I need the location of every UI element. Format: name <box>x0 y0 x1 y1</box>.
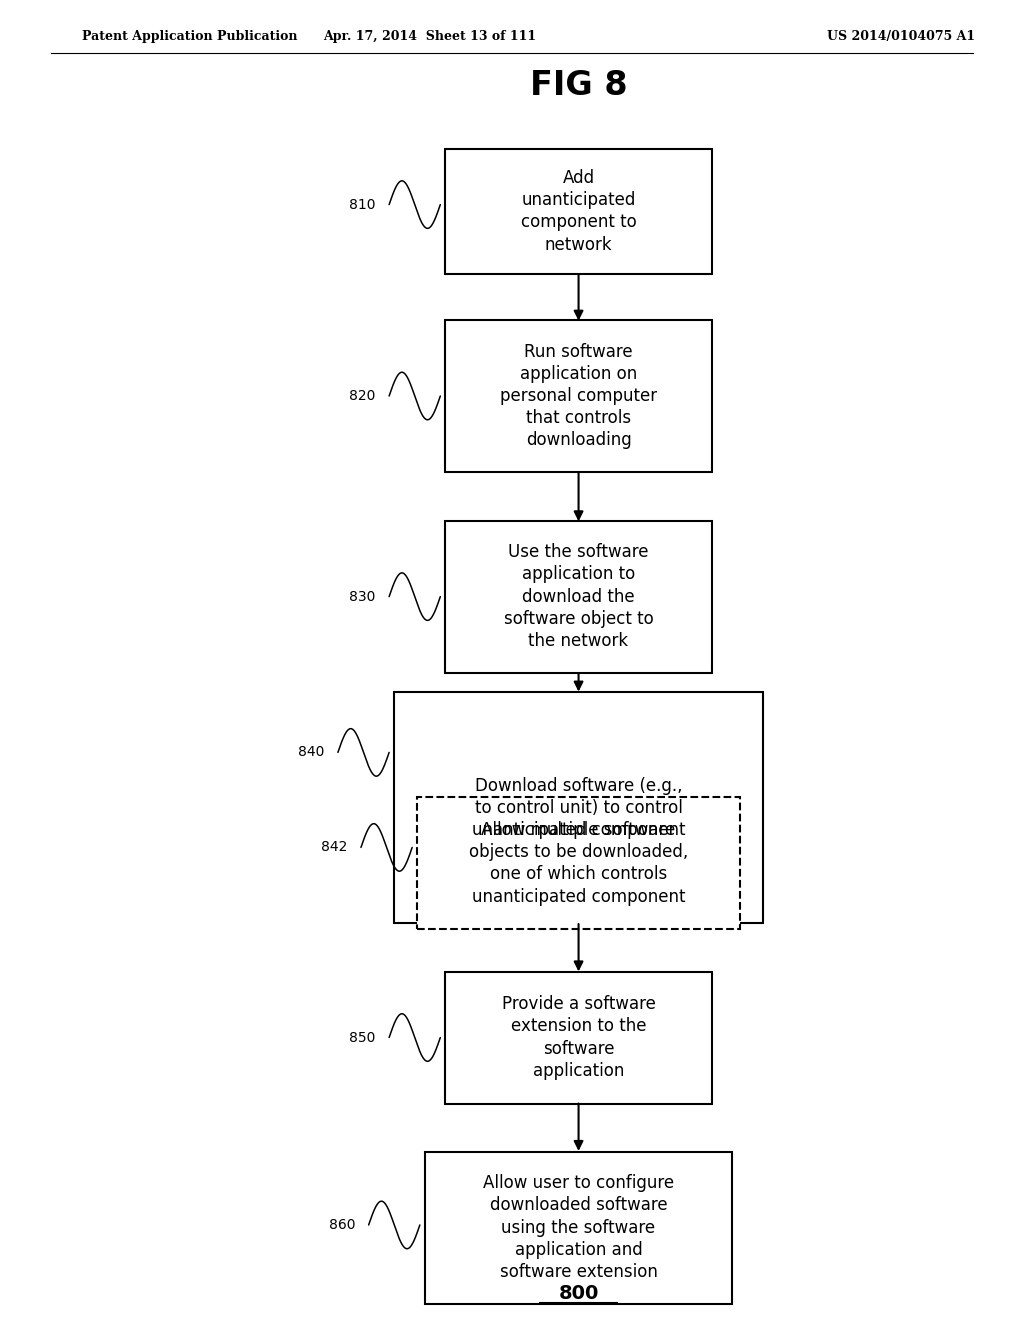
Text: Provide a software
extension to the
software
application: Provide a software extension to the soft… <box>502 995 655 1080</box>
Text: Apr. 17, 2014  Sheet 13 of 111: Apr. 17, 2014 Sheet 13 of 111 <box>324 30 537 44</box>
Text: Run software
application on
personal computer
that controls
downloading: Run software application on personal com… <box>500 343 657 449</box>
FancyBboxPatch shape <box>418 797 739 929</box>
FancyBboxPatch shape <box>445 972 712 1104</box>
Text: Download software (e.g.,
to control unit) to control
unanticipated component: Download software (e.g., to control unit… <box>472 776 685 840</box>
FancyBboxPatch shape <box>445 520 712 672</box>
Text: Allow multiple software
objects to be downloaded,
one of which controls
unantici: Allow multiple software objects to be do… <box>469 821 688 906</box>
Text: US 2014/0104075 A1: US 2014/0104075 A1 <box>827 30 975 44</box>
Text: 810: 810 <box>349 198 376 211</box>
Text: 830: 830 <box>349 590 376 603</box>
Text: Use the software
application to
download the
software object to
the network: Use the software application to download… <box>504 544 653 649</box>
Text: 842: 842 <box>322 841 347 854</box>
FancyBboxPatch shape <box>445 149 712 275</box>
Text: Allow user to configure
downloaded software
using the software
application and
s: Allow user to configure downloaded softw… <box>483 1175 674 1280</box>
Text: 800: 800 <box>558 1284 599 1303</box>
Text: Add
unanticipated
component to
network: Add unanticipated component to network <box>520 169 637 253</box>
Text: FIG 8: FIG 8 <box>529 69 628 103</box>
FancyBboxPatch shape <box>445 321 712 473</box>
FancyBboxPatch shape <box>394 692 763 924</box>
Text: Patent Application Publication: Patent Application Publication <box>82 30 297 44</box>
Text: 820: 820 <box>349 389 376 403</box>
Text: 860: 860 <box>329 1218 355 1232</box>
Text: 840: 840 <box>298 746 325 759</box>
FancyBboxPatch shape <box>425 1151 732 1304</box>
Text: 850: 850 <box>349 1031 376 1044</box>
